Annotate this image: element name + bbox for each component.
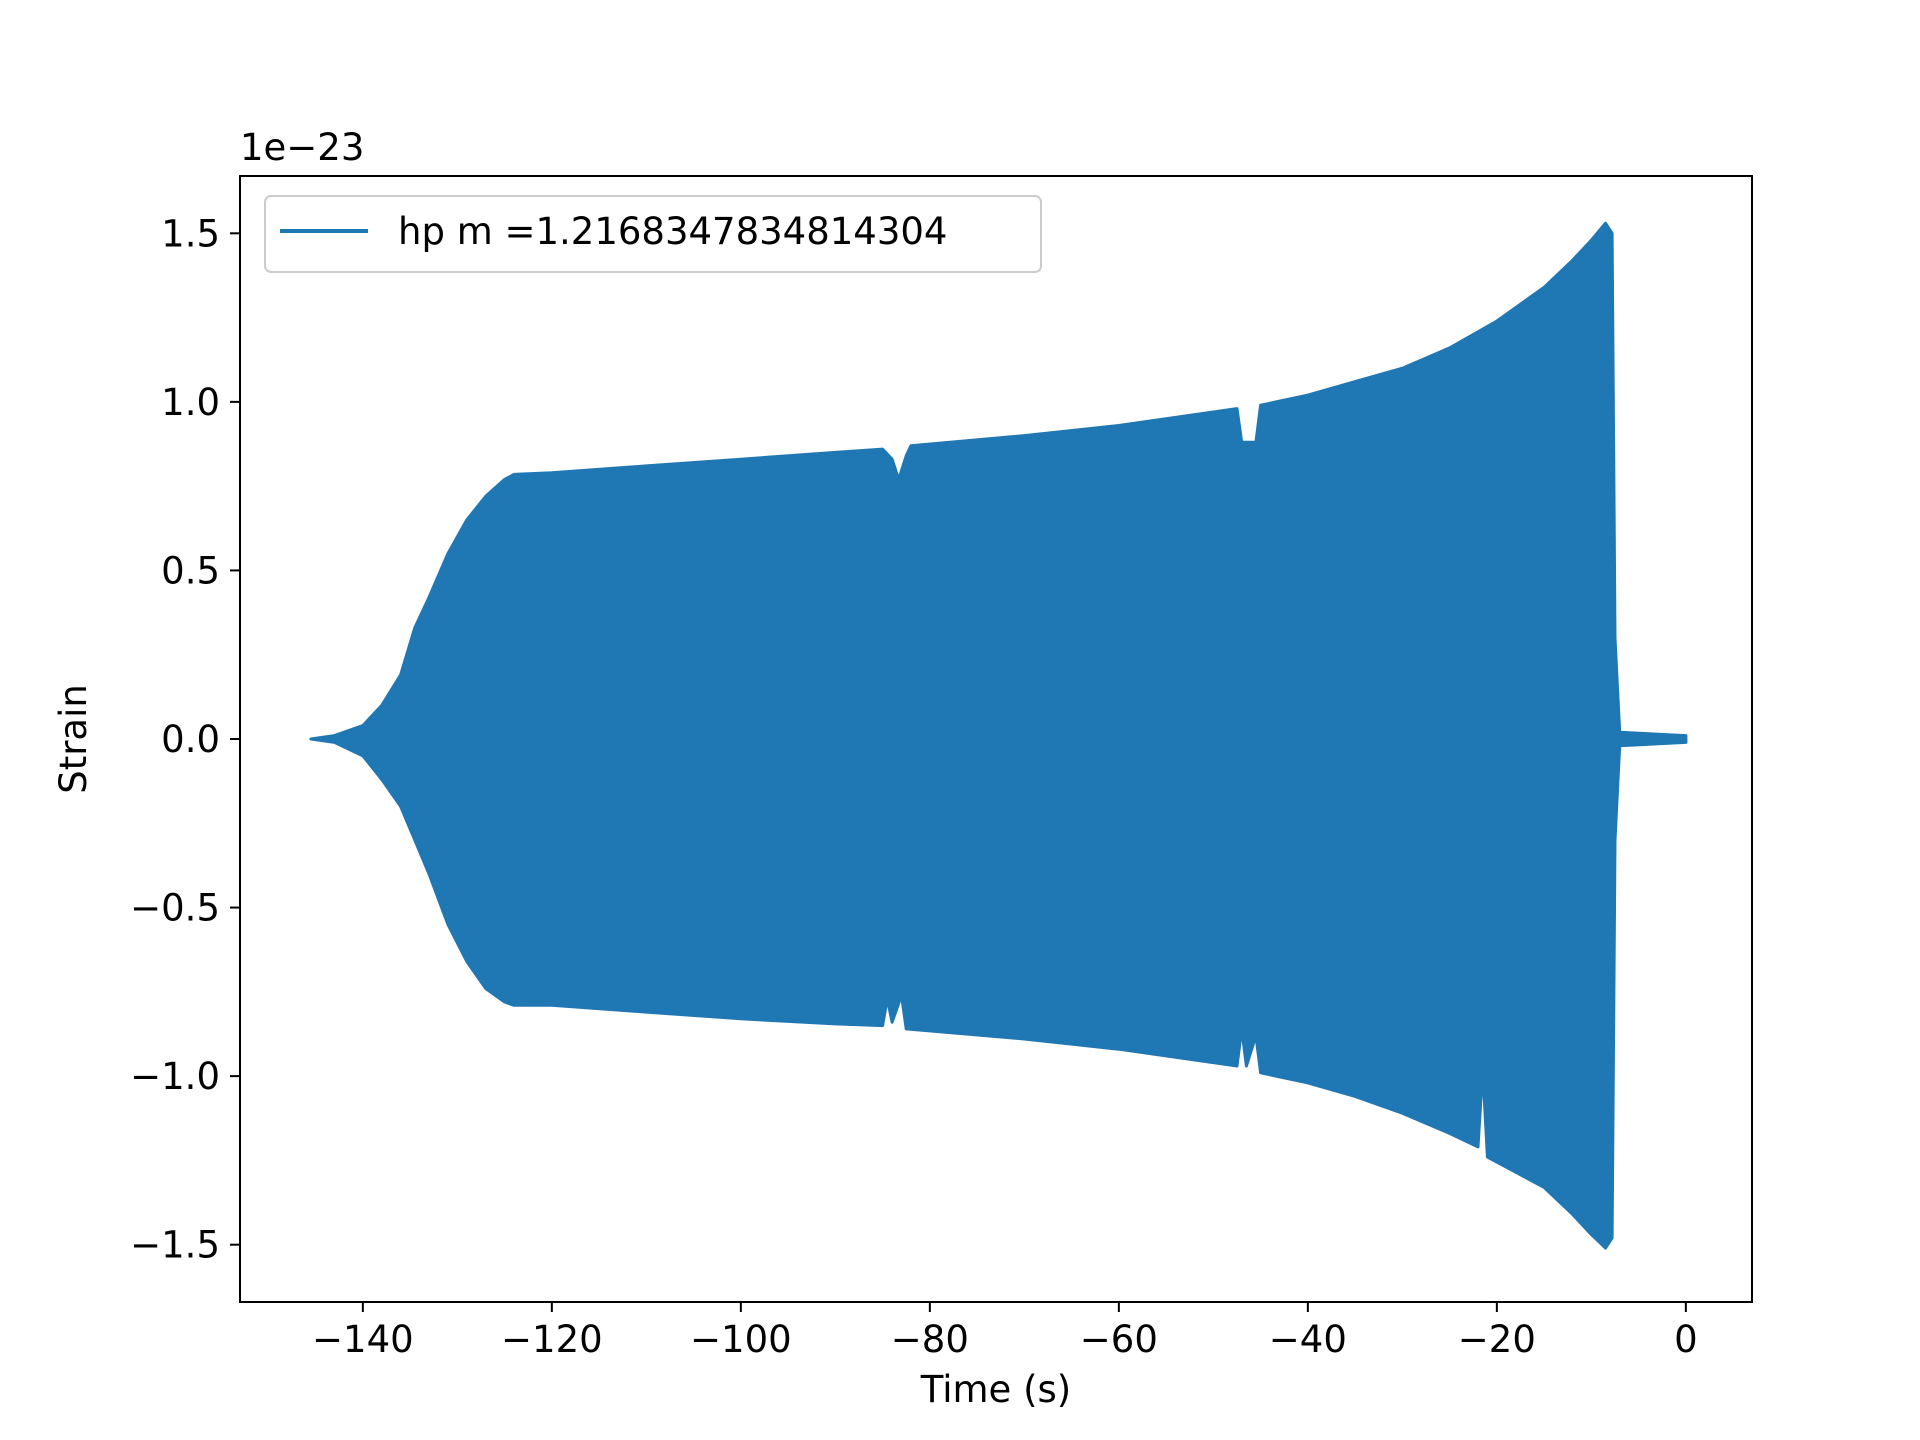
y-tick-label: 1.0 <box>161 381 220 424</box>
x-tick-label: −20 <box>1458 1318 1536 1361</box>
y-tick-label: 0.0 <box>161 718 220 761</box>
x-tick-label: −80 <box>891 1318 969 1361</box>
plot-area <box>309 221 1688 1250</box>
x-tick-label: 0 <box>1674 1318 1698 1361</box>
tick-marks <box>230 232 1687 1312</box>
legend-box <box>264 195 1042 273</box>
tick-labels: −140 −120 −100 −80 −60 −40 −20 0 1.5 1.0 0.5 0.0 −0.… <box>130 212 1697 1361</box>
y-tick-label: −0.5 <box>130 887 220 930</box>
x-tick-label: −120 <box>501 1318 603 1361</box>
legend: hp m =1.2168347834814304 <box>264 195 1042 273</box>
x-tick-label: −60 <box>1080 1318 1158 1361</box>
y-tick-label: 1.5 <box>161 212 220 255</box>
x-axis-label: Time (s) <box>920 1368 1071 1411</box>
x-tick-label: −40 <box>1269 1318 1347 1361</box>
y-tick-label: 0.5 <box>161 549 220 592</box>
y-tick-label: −1.0 <box>130 1055 220 1098</box>
y-tick-label: −1.5 <box>130 1224 220 1267</box>
x-tick-label: −100 <box>690 1318 792 1361</box>
series-hp-waveform <box>309 221 1688 1250</box>
x-tick-label: −140 <box>312 1318 414 1361</box>
y-axis-label: Strain <box>52 684 95 794</box>
legend-label: hp m =1.2168347834814304 <box>398 210 947 253</box>
y-offset-label: 1e−23 <box>240 126 364 169</box>
